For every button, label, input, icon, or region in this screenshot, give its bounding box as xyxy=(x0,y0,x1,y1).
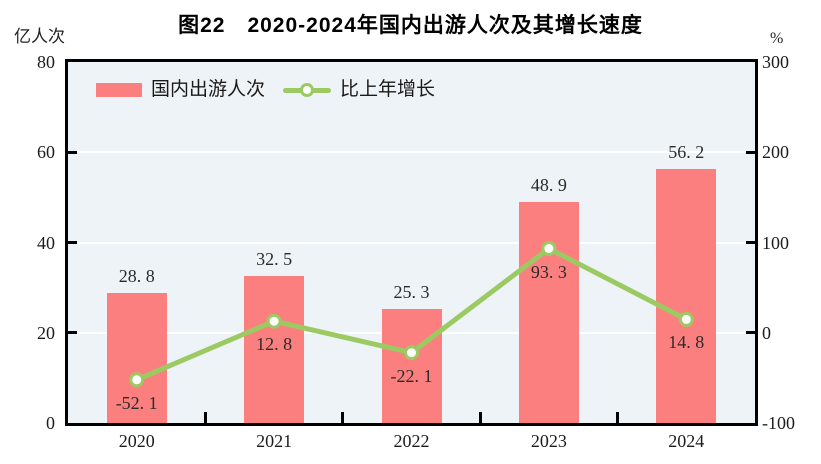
line-value-label: -22. 1 xyxy=(390,365,433,386)
left-axis-tick xyxy=(68,241,77,244)
right-axis-tick xyxy=(746,241,755,244)
left-axis-tick-label: 60 xyxy=(37,142,55,163)
bar-series-legend-swatch xyxy=(96,83,142,97)
line-value-label: 12. 8 xyxy=(256,334,293,355)
legend: 国内出游人次 比上年增长 xyxy=(96,80,435,100)
right-axis-tick-label: 0 xyxy=(762,322,771,343)
chart-title: 图22 2020-2024年国内出游人次及其增长速度 xyxy=(178,14,643,37)
x-axis-tick xyxy=(616,412,620,423)
line-point-2023 xyxy=(541,241,557,257)
bar-2020 xyxy=(106,293,167,423)
bar-2023 xyxy=(518,202,579,423)
line-value-label: -52. 1 xyxy=(115,392,158,413)
left-axis-tick-label: 40 xyxy=(37,232,55,253)
left-axis-tick xyxy=(68,150,77,154)
x-axis-tick xyxy=(341,412,345,423)
gridline xyxy=(68,151,755,154)
bar-2024 xyxy=(656,169,717,423)
line-value-label: 93. 3 xyxy=(530,261,567,282)
left-axis-tick-label: 20 xyxy=(37,322,55,343)
bar-value-label: 32. 5 xyxy=(256,249,293,270)
left-axis-tick xyxy=(68,331,77,335)
growth-line-series xyxy=(129,241,694,388)
right-axis-tick xyxy=(746,150,755,154)
line-point-2024 xyxy=(678,311,694,327)
bar-value-label: 56. 2 xyxy=(668,142,705,163)
x-axis-label-2024: 2024 xyxy=(668,431,705,451)
bar-value-label: 25. 3 xyxy=(393,281,430,302)
right-axis-unit-label: % xyxy=(770,30,784,47)
right-axis-tick-label: -100 xyxy=(762,413,795,433)
right-axis-tick-label: 200 xyxy=(762,142,789,163)
gridline xyxy=(68,241,755,244)
left-axis-tick-label: 80 xyxy=(37,52,55,72)
line-series-legend-label: 比上年增长 xyxy=(340,79,436,100)
right-axis-tick xyxy=(746,331,755,335)
x-axis-label-2022: 2022 xyxy=(393,431,430,451)
line-value-label: 14. 8 xyxy=(668,332,705,353)
bar-value-label: 48. 9 xyxy=(530,175,567,196)
line-point-2021 xyxy=(266,313,282,329)
line-point-2022 xyxy=(404,345,419,361)
bar-series-legend-label: 国内出游人次 xyxy=(151,79,266,100)
x-axis-tick xyxy=(478,412,482,423)
line-series-legend-swatch xyxy=(283,82,332,98)
line-point-2020 xyxy=(129,372,145,388)
left-axis-unit-label: 亿人次 xyxy=(14,27,65,46)
left-axis-tick-label: 0 xyxy=(46,413,55,433)
x-axis-label-2023: 2023 xyxy=(530,431,567,451)
plot-area: 国内出游人次 比上年增长 xyxy=(65,59,758,426)
right-axis-tick-label: 100 xyxy=(762,232,789,253)
x-axis-label-2020: 2020 xyxy=(118,431,155,451)
bar-value-label: 28. 8 xyxy=(118,266,155,287)
x-axis-tick xyxy=(203,412,207,423)
x-axis-label-2021: 2021 xyxy=(256,431,293,451)
right-axis-tick-label: 300 xyxy=(762,52,789,72)
bar-2022 xyxy=(381,308,442,423)
bar-2021 xyxy=(244,276,305,423)
circle-marker-icon xyxy=(300,83,315,97)
